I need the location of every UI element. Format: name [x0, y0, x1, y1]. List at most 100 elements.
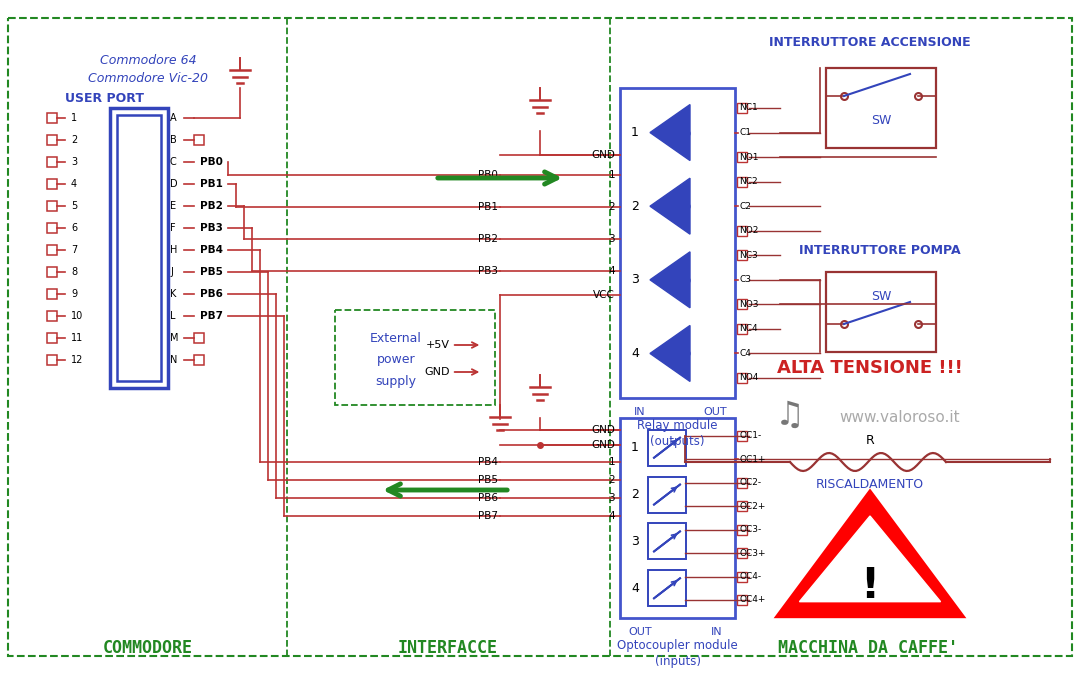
Text: RISCALDAMENTO: RISCALDAMENTO [815, 477, 924, 491]
Bar [48, 355, 57, 365]
Text: 11: 11 [71, 333, 83, 343]
Text: supply: supply [376, 375, 416, 388]
Text: GND: GND [591, 440, 615, 450]
Bar [737, 431, 747, 441]
Text: 5: 5 [71, 201, 78, 211]
Text: power: power [377, 353, 415, 367]
Text: MACCHINA DA CAFFE': MACCHINA DA CAFFE' [778, 639, 958, 657]
Text: PB3: PB3 [478, 266, 498, 276]
Text: OUT: OUT [703, 407, 727, 417]
Text: PB1: PB1 [200, 179, 222, 189]
Text: 3: 3 [608, 493, 615, 503]
Text: 7: 7 [71, 245, 78, 255]
Bar [737, 572, 747, 582]
Text: INTERRUTTORE POMPA: INTERRUTTORE POMPA [799, 243, 961, 257]
Text: (outputs): (outputs) [650, 435, 705, 448]
Text: PB6: PB6 [478, 493, 498, 503]
Text: PB5: PB5 [200, 267, 222, 277]
Text: !: ! [861, 565, 879, 607]
Bar [110, 108, 168, 388]
Bar [48, 157, 57, 167]
Text: NC3: NC3 [739, 251, 758, 259]
Text: D: D [170, 179, 177, 189]
Text: NC4: NC4 [739, 324, 758, 334]
Text: C4: C4 [739, 349, 751, 358]
Bar [620, 88, 735, 398]
Text: B: B [170, 135, 177, 145]
Bar [737, 501, 747, 512]
Text: ♫: ♫ [775, 398, 805, 431]
Text: N: N [170, 355, 177, 365]
Bar [737, 103, 747, 113]
Text: USER PORT: USER PORT [65, 92, 144, 104]
Text: 1: 1 [608, 457, 615, 467]
Text: 1: 1 [631, 126, 639, 139]
Text: Commodore Vic-20: Commodore Vic-20 [87, 71, 208, 84]
Bar [737, 595, 747, 605]
Bar [48, 223, 57, 233]
Bar [48, 201, 57, 211]
Bar [48, 311, 57, 321]
Text: J: J [170, 267, 173, 277]
Text: PB5: PB5 [478, 475, 498, 485]
Text: GND: GND [591, 425, 615, 435]
Text: SW: SW [870, 290, 891, 303]
Text: 2: 2 [71, 135, 78, 145]
Text: 4: 4 [631, 582, 639, 594]
Text: PB2: PB2 [478, 234, 498, 244]
Bar [737, 152, 747, 162]
Bar [48, 333, 57, 343]
Bar [194, 355, 204, 365]
Bar [737, 299, 747, 309]
Text: External: External [369, 332, 421, 344]
Text: Commodore 64: Commodore 64 [99, 53, 197, 67]
Text: IN: IN [712, 627, 723, 637]
Text: PB7: PB7 [478, 511, 498, 521]
Text: OC1+: OC1+ [739, 455, 766, 464]
Polygon shape [650, 104, 690, 160]
Bar [737, 548, 747, 558]
Bar [737, 525, 747, 534]
Text: GND: GND [424, 367, 450, 377]
Bar [737, 324, 747, 334]
Text: 2: 2 [608, 202, 615, 212]
Text: 4: 4 [608, 266, 615, 276]
Text: 1: 1 [71, 113, 77, 123]
Text: OC3-: OC3- [739, 525, 761, 534]
Bar [737, 226, 747, 236]
Text: OC2+: OC2+ [739, 501, 766, 511]
Bar [826, 272, 936, 352]
Text: IN: IN [634, 407, 646, 417]
Text: PB0: PB0 [478, 170, 498, 180]
Text: PB4: PB4 [200, 245, 222, 255]
Bar [117, 115, 161, 381]
Bar [48, 179, 57, 189]
Text: 10: 10 [71, 311, 83, 321]
Text: OC3+: OC3+ [739, 549, 766, 557]
Text: www.valoroso.it: www.valoroso.it [839, 410, 960, 425]
Polygon shape [650, 326, 690, 381]
Bar [648, 477, 686, 512]
Bar [335, 310, 495, 405]
Text: C: C [170, 157, 177, 167]
Text: M: M [170, 333, 178, 343]
Text: INTERFACCE: INTERFACCE [399, 639, 498, 657]
Polygon shape [650, 252, 690, 308]
Text: OC1-: OC1- [739, 431, 761, 441]
Bar [737, 177, 747, 187]
Text: C3: C3 [739, 275, 751, 284]
Text: 3: 3 [631, 274, 639, 286]
Text: H: H [170, 245, 177, 255]
Text: NO1: NO1 [739, 152, 758, 162]
Bar [648, 524, 686, 559]
Text: 2: 2 [631, 488, 639, 501]
Text: 1: 1 [631, 441, 639, 454]
Text: E: E [170, 201, 176, 211]
Text: PB4: PB4 [478, 457, 498, 467]
Text: OUT: OUT [629, 627, 652, 637]
Text: 12: 12 [71, 355, 83, 365]
Text: PB2: PB2 [200, 201, 222, 211]
Bar [737, 250, 747, 260]
Text: SW: SW [870, 113, 891, 127]
Text: 9: 9 [71, 289, 77, 299]
